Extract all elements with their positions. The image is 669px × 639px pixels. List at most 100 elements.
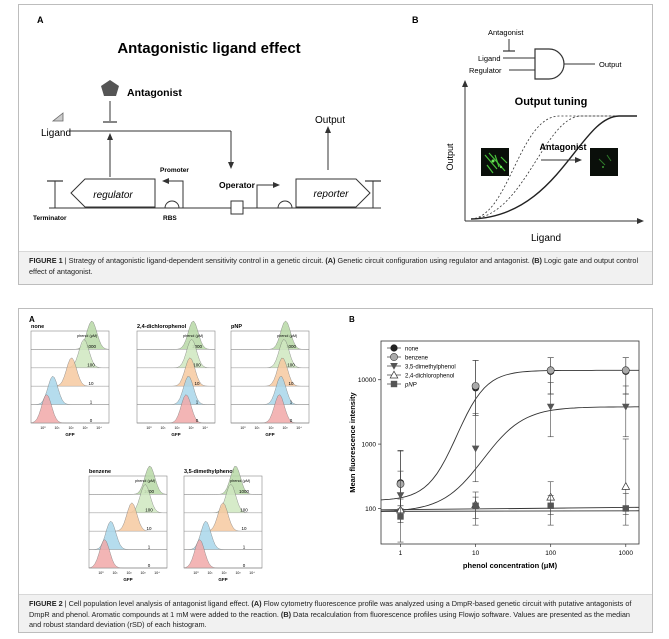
data-point bbox=[397, 513, 404, 520]
histogram-level-label: 100 bbox=[87, 363, 95, 368]
fig1-panel-b-label: B bbox=[412, 15, 419, 25]
reporter-promoter-line bbox=[256, 184, 275, 208]
promoter-line bbox=[167, 180, 184, 208]
chart-plot-frame bbox=[380, 340, 640, 545]
histogram-level-label: 1000 bbox=[192, 344, 203, 349]
histogram-x-label: GFP bbox=[265, 432, 274, 437]
histogram-x-label: GFP bbox=[65, 432, 74, 437]
fig1-curve-antagonist-label: Antagonist bbox=[540, 142, 587, 152]
histogram-gfp-tick: 10⁰ bbox=[193, 571, 199, 575]
fig1-promoter-label: Promoter bbox=[160, 167, 189, 174]
legend-marker bbox=[390, 380, 398, 388]
figure-2: A B none 1000 100 10 1 0 phenol (μM) 10⁰ 10¹ 10² 1… bbox=[18, 308, 653, 633]
histogram-gfp-tick: 10⁰ bbox=[40, 426, 46, 430]
histogram-legend-title: phenol (μM) bbox=[77, 334, 98, 338]
histogram-level-label: 100 bbox=[287, 363, 295, 368]
histogram-gfp-tick: 10⁰ bbox=[146, 426, 152, 430]
fig1-regulator-label: regulator bbox=[93, 190, 133, 201]
legend-label: 2,4-dichlorophenol bbox=[405, 373, 454, 379]
gate-ligand-label: Ligand bbox=[478, 54, 501, 63]
histogram-x-label: GFP bbox=[171, 432, 180, 437]
histogram-x-label: GFP bbox=[123, 577, 132, 582]
sigmoid-curve-no-antagonist bbox=[470, 115, 637, 220]
y-tick-label: 10000 bbox=[358, 377, 376, 384]
histogram-gfp-tick: 10⁴ bbox=[154, 571, 160, 575]
histogram-gfp-tick: 10³ bbox=[140, 571, 146, 575]
fig1-output-label: Output bbox=[315, 115, 345, 126]
mean-fluorescence-chart: 1 10 100 1000 100 1000 10000 phenol concentrati… bbox=[348, 340, 640, 570]
fig2-caption-b-text: Data recalculation from fluorescence pro… bbox=[29, 609, 630, 630]
histogram-gfp-tick: 10² bbox=[268, 426, 274, 430]
histogram-gfp-tick: 10⁴ bbox=[96, 426, 102, 430]
fig2-caption-a-text: Flow cytometry fluorescence profile was … bbox=[29, 599, 632, 619]
fit-line-35-dimethylphenol bbox=[380, 406, 639, 512]
histogram-legend-title: phenol (μM) bbox=[135, 479, 156, 483]
x-tick-label: 1000 bbox=[619, 550, 634, 557]
histogram-level-label: 0 bbox=[243, 563, 246, 568]
legend-label: none bbox=[405, 346, 419, 352]
x-tick-label: 10 bbox=[472, 550, 480, 557]
histogram-level-label: 1000 bbox=[286, 344, 297, 349]
histogram-level-label: 1000 bbox=[239, 489, 250, 494]
data-point bbox=[621, 481, 631, 490]
histogram-gfp-tick: 10⁰ bbox=[240, 426, 246, 430]
histogram-gfp-tick: 10¹ bbox=[54, 426, 60, 430]
histogram-frame bbox=[136, 330, 216, 424]
antagonist-pentagon-icon bbox=[101, 80, 119, 96]
data-point bbox=[396, 492, 405, 500]
data-point bbox=[471, 445, 480, 453]
fig2-caption-a: (A) bbox=[251, 599, 262, 608]
histogram-level-label: 100 bbox=[240, 508, 248, 513]
histogram-title: 3,5-dimethylphenol bbox=[184, 469, 235, 475]
sigmoid-curve-low-antagonist bbox=[470, 115, 637, 220]
histogram-level-label: 1000 bbox=[144, 489, 155, 494]
fig1-caption-a-text: Genetic circuit configuration using regu… bbox=[335, 256, 532, 265]
fig1-terminator-label: Terminator bbox=[33, 215, 67, 222]
reporter-promoter-arrowhead-icon bbox=[273, 182, 280, 188]
histogram-gfp-tick: 10⁴ bbox=[296, 426, 302, 430]
gate-antagonist-label: Antagonist bbox=[488, 28, 524, 37]
series-pnp bbox=[397, 493, 629, 543]
legend-marker bbox=[390, 363, 398, 370]
microscopy-image-right bbox=[590, 148, 618, 176]
regulator-arrowhead-icon bbox=[107, 133, 113, 140]
legend-label: 3,5-dimethylphenol bbox=[405, 364, 456, 370]
legend-marker bbox=[390, 353, 398, 361]
regulator-gene-block bbox=[70, 178, 156, 208]
figure-1-caption: FIGURE 1 | Strategy of antagonistic liga… bbox=[19, 251, 652, 284]
fig1-ligand-label: Ligand bbox=[41, 128, 71, 139]
histogram-title: 2,4-dichlorophenol bbox=[137, 324, 187, 330]
operator-arrowhead-icon bbox=[228, 162, 234, 169]
fig1-caption-b-text: Logic gate and output control effect of … bbox=[29, 256, 639, 276]
histogram-gfp-tick: 10¹ bbox=[160, 426, 166, 430]
histogram-level-label: 100 bbox=[193, 363, 201, 368]
figure-2-caption: FIGURE 2 | Cell population level analysi… bbox=[19, 594, 652, 632]
data-point bbox=[472, 502, 479, 509]
gate-output-label: Output bbox=[599, 60, 622, 69]
histogram-gfp-tick: 10² bbox=[126, 571, 132, 575]
data-point bbox=[621, 366, 630, 375]
fig2-panel-a-label: A bbox=[29, 315, 35, 324]
reporter-gene-block bbox=[295, 178, 371, 208]
figure-1-graphic: A Antagonistic ligand effect Antagonist … bbox=[33, 15, 644, 244]
histogram-level-label: 1 bbox=[148, 544, 151, 549]
histogram-level-label: 0 bbox=[196, 418, 199, 423]
x-tick-label: 100 bbox=[545, 550, 556, 557]
x-tick-label: 1 bbox=[399, 550, 403, 557]
histogram-level-label: 10 bbox=[289, 381, 295, 386]
histogram-gfp-tick: 10⁴ bbox=[249, 571, 255, 575]
histogram-legend-title: phenol (μM) bbox=[230, 479, 251, 483]
histogram-gfp-tick: 10² bbox=[221, 571, 227, 575]
histogram-gfp-tick: 10³ bbox=[82, 426, 88, 430]
y-tick-label: 1000 bbox=[362, 442, 377, 449]
fit-line-24-dichlorophenol bbox=[380, 510, 640, 512]
data-point bbox=[547, 502, 554, 509]
histogram-level-label: 1 bbox=[243, 544, 246, 549]
fit-line-none-benzene bbox=[380, 369, 639, 501]
